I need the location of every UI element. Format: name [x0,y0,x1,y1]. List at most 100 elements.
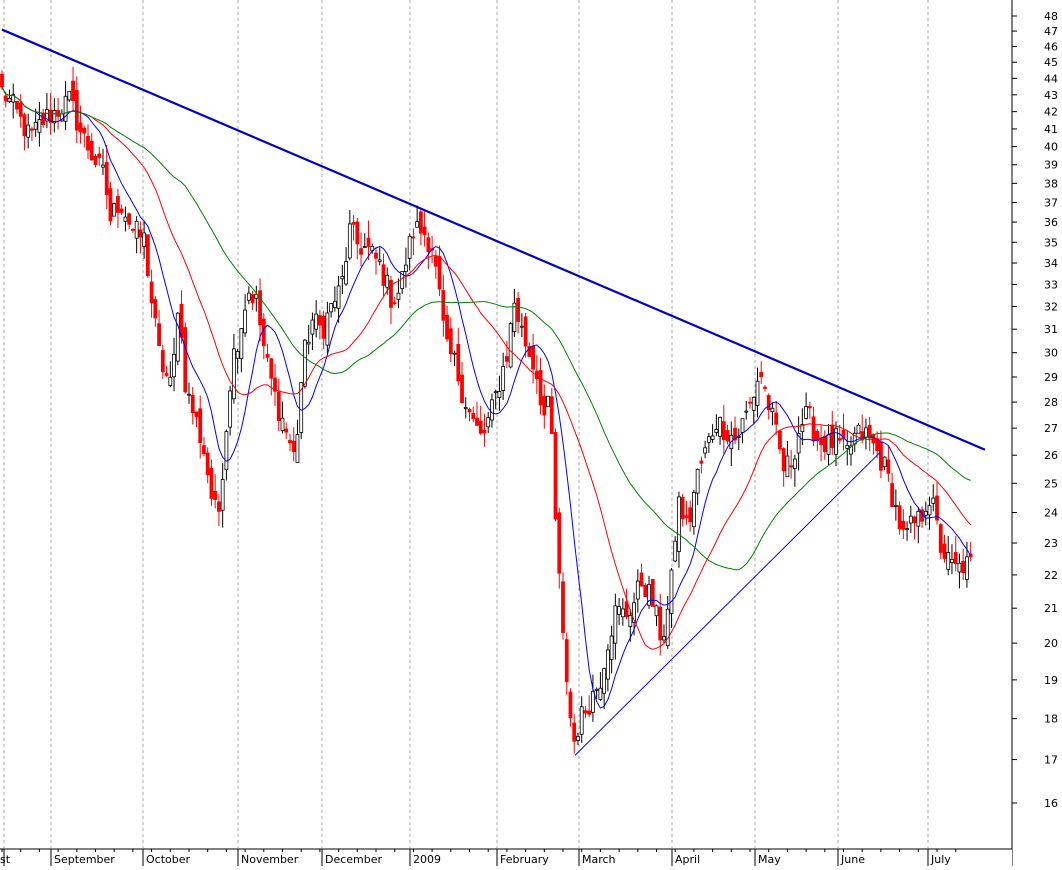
candle-body [751,396,756,411]
candle-body [30,128,34,131]
candle-body [602,668,607,694]
candle-body [11,94,16,103]
candle [217,494,221,527]
candle-body [478,420,483,434]
candle-body [504,356,509,362]
candle-body [957,562,962,573]
candle-body [759,371,764,378]
candle-body [448,328,453,355]
candle [314,300,319,338]
candle-body [553,432,558,520]
x-tick-label: May [758,853,781,866]
candle-body [250,294,255,304]
candle-body [134,220,139,239]
candle [568,688,573,727]
candle-body [807,406,812,409]
candle-body [407,235,412,259]
candle-body [130,229,135,231]
candle-body [52,110,57,124]
candle [452,350,457,366]
candle [778,429,782,454]
candle [127,212,132,230]
candle-body [273,377,277,392]
candle [101,148,105,176]
candle-body [811,416,816,442]
candle [841,413,846,451]
candle-body [78,122,83,133]
candle [243,294,248,337]
candle-body [703,447,708,454]
candle-body [617,606,621,615]
support-trendline [574,452,881,756]
candle [344,247,348,286]
candle-body [467,408,472,413]
candle-body [74,90,79,131]
candle [908,505,913,534]
candle [531,333,535,384]
candle [246,286,251,305]
candle [213,474,218,509]
candle [609,625,614,674]
candle [935,482,939,525]
candle-body [897,505,902,530]
candle-body [486,417,491,428]
candle-body [572,722,577,742]
candle [202,436,206,457]
candle-body [321,315,326,339]
candle-body [834,428,838,455]
candle-body [564,639,569,683]
candle-body [594,688,599,691]
candle [662,624,666,645]
candle-body [153,299,158,319]
candle-body [0,73,4,88]
candle [235,348,240,374]
candle-body [669,569,674,614]
x-tick-label: July [930,853,951,866]
candle [643,583,648,598]
candle-body [893,505,898,507]
candle [658,594,663,656]
candle [22,112,27,151]
candle-body [351,222,356,225]
y-tick-label: 21 [1044,602,1058,615]
candle [389,275,393,325]
candle [280,401,285,434]
candle [224,429,229,481]
candle [501,352,506,401]
candle-body [190,394,195,414]
candle-body [392,302,397,305]
candle [288,433,292,452]
candle [950,544,954,575]
candle [542,384,547,429]
candle-body [527,346,532,357]
candle-body [329,303,334,313]
candle [620,598,625,626]
candle-body [677,496,681,552]
candle-body [123,216,128,222]
candle-body [127,213,132,225]
candle [504,340,509,369]
candle-body [93,155,98,165]
candle [968,542,973,562]
candle-body [927,505,932,516]
candle [695,468,700,506]
candle [187,382,191,404]
candle-body [624,601,629,618]
candle-body [658,606,663,641]
candle-body [288,440,292,444]
candle-body [549,396,554,434]
candle-body [145,234,150,276]
candle [654,604,659,627]
candle [284,422,289,440]
candle [104,144,109,209]
candle [175,312,180,366]
candle [849,436,853,466]
candle-body [665,608,670,647]
candle-body [299,382,304,433]
candle-body [856,424,861,434]
candle-body [867,424,872,439]
candle [463,397,468,419]
candle [549,387,554,435]
y-tick-label: 16 [1044,797,1058,810]
candle [426,232,431,269]
